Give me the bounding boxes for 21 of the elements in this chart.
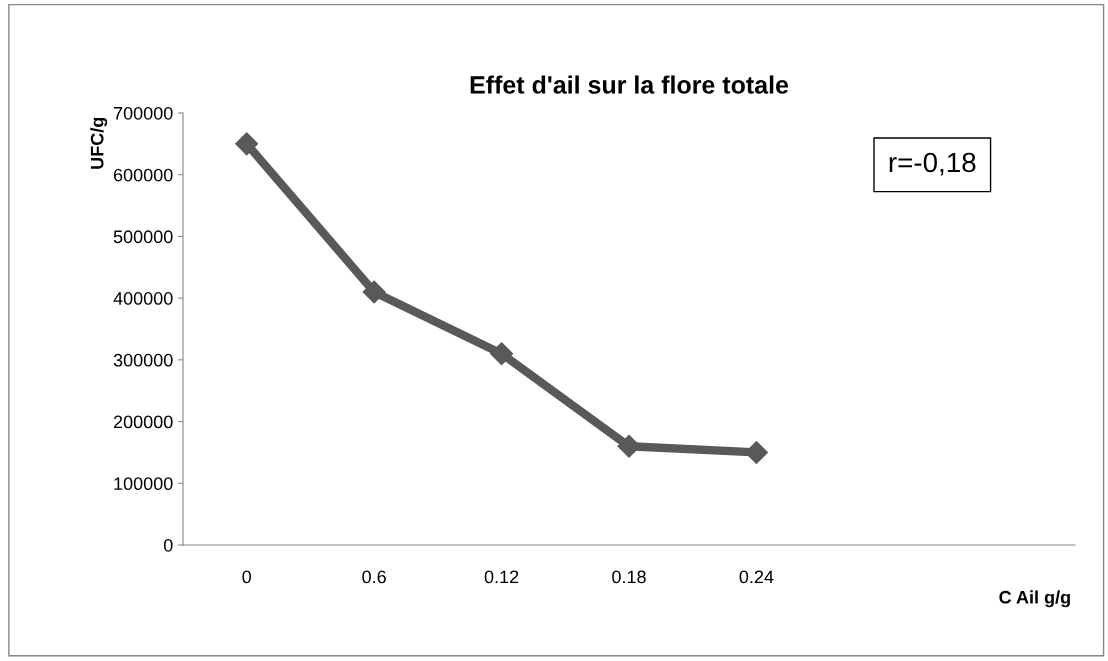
point — [617, 434, 641, 458]
y-tick-label: 300000 — [113, 353, 173, 367]
y-tick-label: 400000 — [113, 292, 173, 305]
x-tick-label: 0.6 — [362, 570, 386, 584]
x-tick-label: 0.24 — [739, 570, 774, 584]
annotation: r=-0,18 — [889, 152, 976, 176]
chart-title: Effet d'ail sur la flore totale — [470, 75, 789, 94]
point — [362, 280, 386, 304]
y-tick-label: 500000 — [113, 230, 173, 244]
x-axis-title: C Ail g/g — [999, 590, 1070, 608]
point — [490, 342, 514, 366]
y-tick-label: 0 — [163, 538, 173, 552]
point — [235, 132, 259, 156]
y-tick-label: 200000 — [113, 415, 173, 429]
x-tick-label: 0.18 — [612, 570, 646, 584]
y-tick-label: 100000 — [114, 477, 173, 491]
y-tick-label: 600000 — [113, 168, 173, 182]
y-axis-title: UFC/g — [90, 117, 108, 169]
x-tick-label: 0 — [242, 570, 252, 584]
x-tick-label: 0.12 — [484, 570, 519, 584]
y-tick-label: 700000 — [113, 106, 173, 120]
